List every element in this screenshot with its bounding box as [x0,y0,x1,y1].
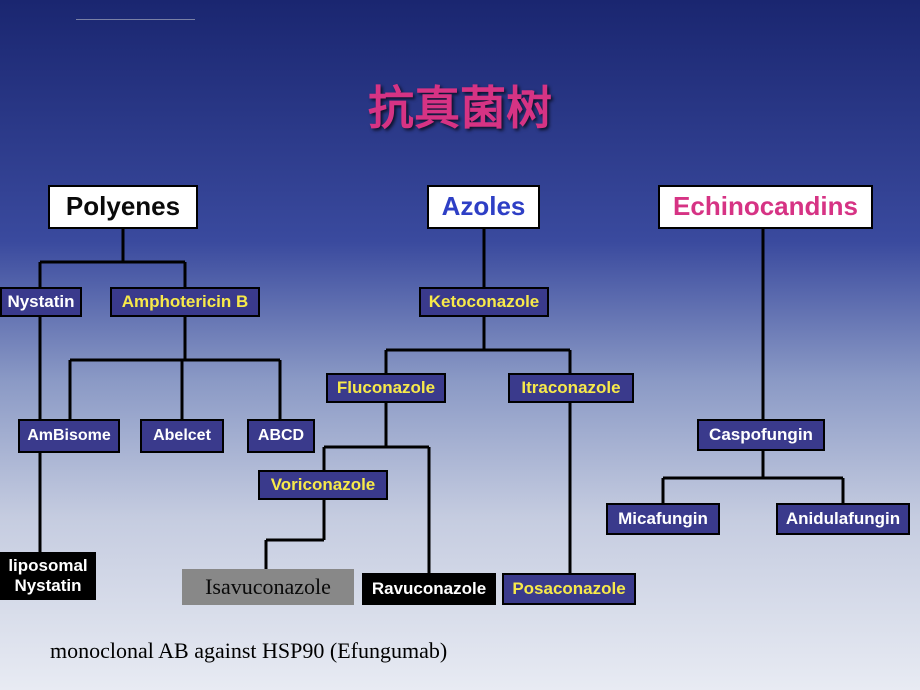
top-note: ————————————————— [76,16,195,23]
node-caspo: Caspofungin [697,419,825,451]
node-itraco: Itraconazole [508,373,634,403]
node-ambisome: AmBisome [18,419,120,453]
node-anidu: Anidulafungin [776,503,910,535]
node-nystatin: Nystatin [0,287,82,317]
node-liponys: liposomal Nystatin [0,552,96,600]
node-polyenes: Polyenes [48,185,198,229]
node-posa: Posaconazole [502,573,636,605]
node-ravu: Ravuconazole [362,573,496,605]
node-azoles: Azoles [427,185,540,229]
footer-note: monoclonal AB against HSP90 (Efungumab) [50,638,447,664]
node-isavu: Isavuconazole [182,569,354,605]
node-amphob: Amphotericin B [110,287,260,317]
node-abcd: ABCD [247,419,315,453]
node-echino: Echinocandins [658,185,873,229]
node-mica: Micafungin [606,503,720,535]
node-abelcet: Abelcet [140,419,224,453]
page-title: 抗真菌树 [0,72,920,138]
node-keto: Ketoconazole [419,287,549,317]
node-vori: Voriconazole [258,470,388,500]
node-fluco: Fluconazole [326,373,446,403]
